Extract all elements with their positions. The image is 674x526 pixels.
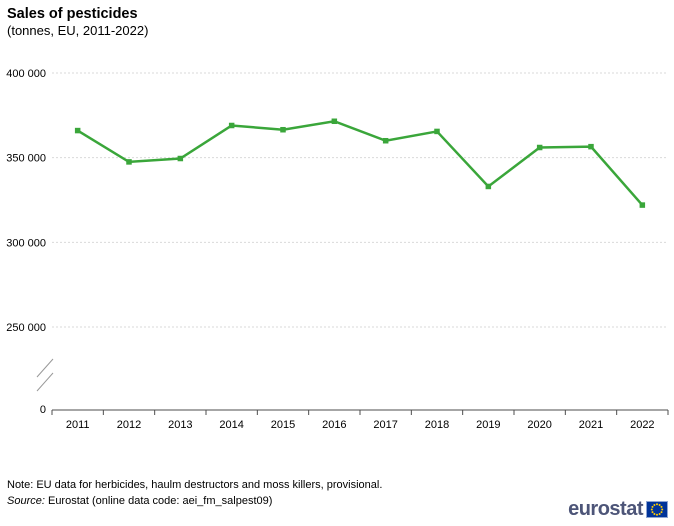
y-zero-label: 0 <box>40 404 46 416</box>
source-label: Source: <box>7 495 45 507</box>
series-line <box>77 119 644 206</box>
chart-title: Sales of pesticides <box>7 6 138 22</box>
chart-source: Source: Eurostat (online data code: aei_… <box>7 495 272 507</box>
data-point <box>280 126 286 133</box>
axis-break-icon <box>36 358 54 378</box>
x-tick-label: 2011 <box>66 419 90 431</box>
x-tick-label: 2021 <box>579 419 603 431</box>
eurostat-wordmark: eurostat <box>568 498 643 520</box>
x-tick-label: 2015 <box>271 419 295 431</box>
data-point <box>228 122 235 129</box>
data-point <box>177 155 184 162</box>
data-point <box>74 127 81 134</box>
x-tick-label: 2017 <box>373 419 397 431</box>
data-point <box>485 183 492 190</box>
x-tick-label: 2016 <box>322 419 346 431</box>
eurostat-logo: eurostat <box>568 499 668 519</box>
x-tick-label: 2013 <box>168 419 192 431</box>
axis-break-icon <box>36 372 54 392</box>
source-text: Eurostat (online data code: aei_fm_salpe… <box>44 495 273 507</box>
data-point <box>382 137 389 144</box>
data-point <box>126 159 132 165</box>
y-tick-label: 350 000 <box>6 153 46 165</box>
y-tick-label: 400 000 <box>6 68 46 80</box>
y-tick-label: 300 000 <box>6 237 46 249</box>
chart-subtitle: (tonnes, EU, 2011-2022) <box>7 23 149 38</box>
data-point <box>588 143 594 150</box>
y-tick-label: 250 000 <box>6 322 46 334</box>
x-tick-label: 2012 <box>117 419 141 431</box>
chart-note: Note: EU data for herbicides, haulm dest… <box>7 479 383 491</box>
data-point <box>536 144 543 151</box>
pesticides-line-chart: 400 000 350 000 300 000 250 000 0 2011 2012 201… <box>6 68 669 431</box>
eu-flag-icon <box>646 500 668 518</box>
data-point <box>434 128 440 135</box>
data-point <box>639 202 646 208</box>
x-tick-label: 2022 <box>630 419 654 431</box>
x-tick-label: 2019 <box>476 419 500 431</box>
x-tick-label: 2018 <box>425 419 449 431</box>
x-tick-label: 2020 <box>527 419 551 431</box>
x-tick-label: 2014 <box>219 419 243 431</box>
data-point <box>331 118 338 125</box>
